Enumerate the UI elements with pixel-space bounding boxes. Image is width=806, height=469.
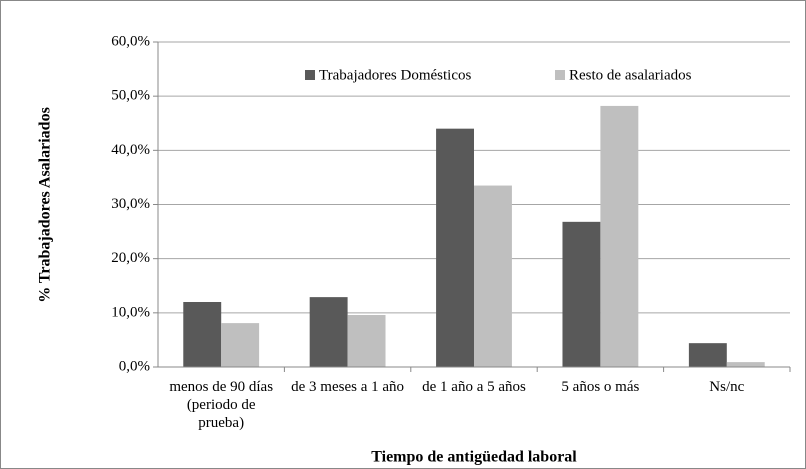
bar	[309, 297, 348, 367]
bar	[688, 343, 727, 367]
x-tick-label: menos de 90 días (periodo de prueba)	[169, 379, 274, 431]
bar	[474, 185, 512, 367]
x-axis-title: Tiempo de antigüedad laboral	[371, 449, 577, 466]
legend-swatch	[305, 70, 315, 80]
x-tick-label: Ns/nc	[709, 379, 745, 395]
bar	[562, 221, 601, 367]
bar	[726, 362, 765, 367]
bar	[347, 315, 386, 367]
bar	[436, 128, 474, 367]
x-tick-label: de 3 meses a 1 año	[291, 379, 405, 395]
x-tick-label: de 1 año a 5 años	[422, 379, 526, 395]
bar	[221, 323, 260, 367]
y-tick-label: 50,0%	[111, 88, 150, 104]
y-tick-label: 30,0%	[111, 196, 150, 212]
legend-label: Resto de asalariados	[569, 67, 692, 83]
legend-label: Trabajadores Domésticos	[319, 67, 471, 83]
y-tick-label: 40,0%	[111, 142, 150, 158]
y-tick-label: 10,0%	[111, 304, 150, 320]
x-tick-label: 5 años o más	[561, 379, 640, 395]
bar	[183, 302, 222, 367]
legend-swatch	[555, 70, 565, 80]
bar	[600, 105, 639, 368]
y-tick-label: 60,0%	[111, 33, 150, 49]
y-tick-label: 20,0%	[111, 250, 150, 266]
y-axis-title: % Trabajadores Asalariados	[37, 107, 54, 303]
y-tick-label: 0,0%	[119, 358, 150, 374]
